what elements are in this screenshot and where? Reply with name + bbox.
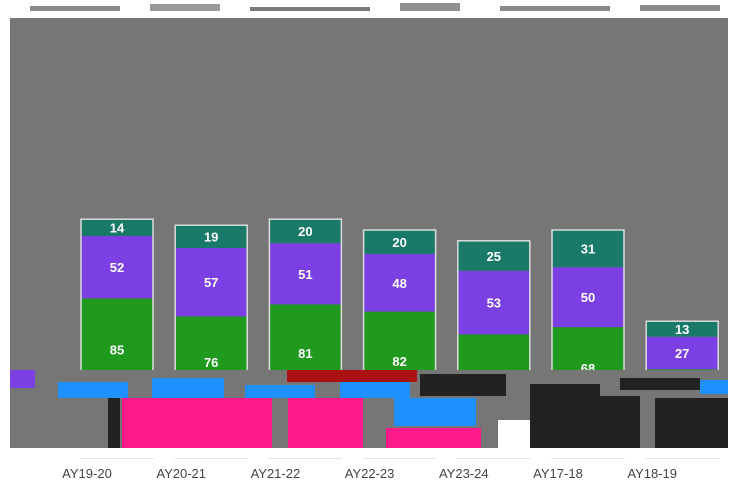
data-label: 48 [392,276,406,291]
bar-segment [175,225,248,248]
x-tick-label: AY22-23 [345,466,395,481]
data-label: 25 [487,249,501,264]
data-label: 14 [110,221,125,236]
x-tick-label: AY20-21 [156,466,206,481]
data-label: 76 [204,355,218,370]
bar-segment [363,230,436,254]
bar-segment [457,270,530,335]
bar-segment [457,240,530,271]
data-label: 57 [204,275,218,290]
x-tick-label: AY18-19 [627,466,677,481]
data-label: 85 [110,342,124,357]
data-label: 53 [487,296,501,311]
top-noise-strip [10,0,728,18]
bottom-artifact-region [10,370,728,458]
data-label: 51 [298,267,312,282]
bar-segment [552,230,624,268]
x-tick-label: AY17-18 [533,466,583,481]
data-label: 81 [298,346,312,361]
bar-segment [81,236,153,299]
data-label: 52 [110,260,124,275]
bar-segment [269,219,342,244]
x-tick-label: AY21-22 [251,466,301,481]
bar-segment [646,321,719,337]
x-axis: AY19-20 AY20-21 AY21-22 AY22-23 AY23-24 AY17-… [62,466,677,481]
data-label: 19 [204,230,218,245]
data-label: 20 [298,224,312,239]
data-label: 27 [675,346,689,361]
bar-segment [269,243,342,305]
bar-segment [646,336,719,370]
data-label: 20 [392,235,406,250]
x-tick-label: AY19-20 [62,466,112,481]
data-label: 50 [581,290,595,305]
bar-segment [81,219,153,236]
bar-segment [552,267,624,328]
data-label: 31 [581,242,595,257]
data-label: 13 [675,322,689,337]
data-label: 82 [392,354,406,369]
bar-segment [175,248,248,317]
bar-segment [363,254,436,312]
x-tick-label: AY23-24 [439,466,489,481]
